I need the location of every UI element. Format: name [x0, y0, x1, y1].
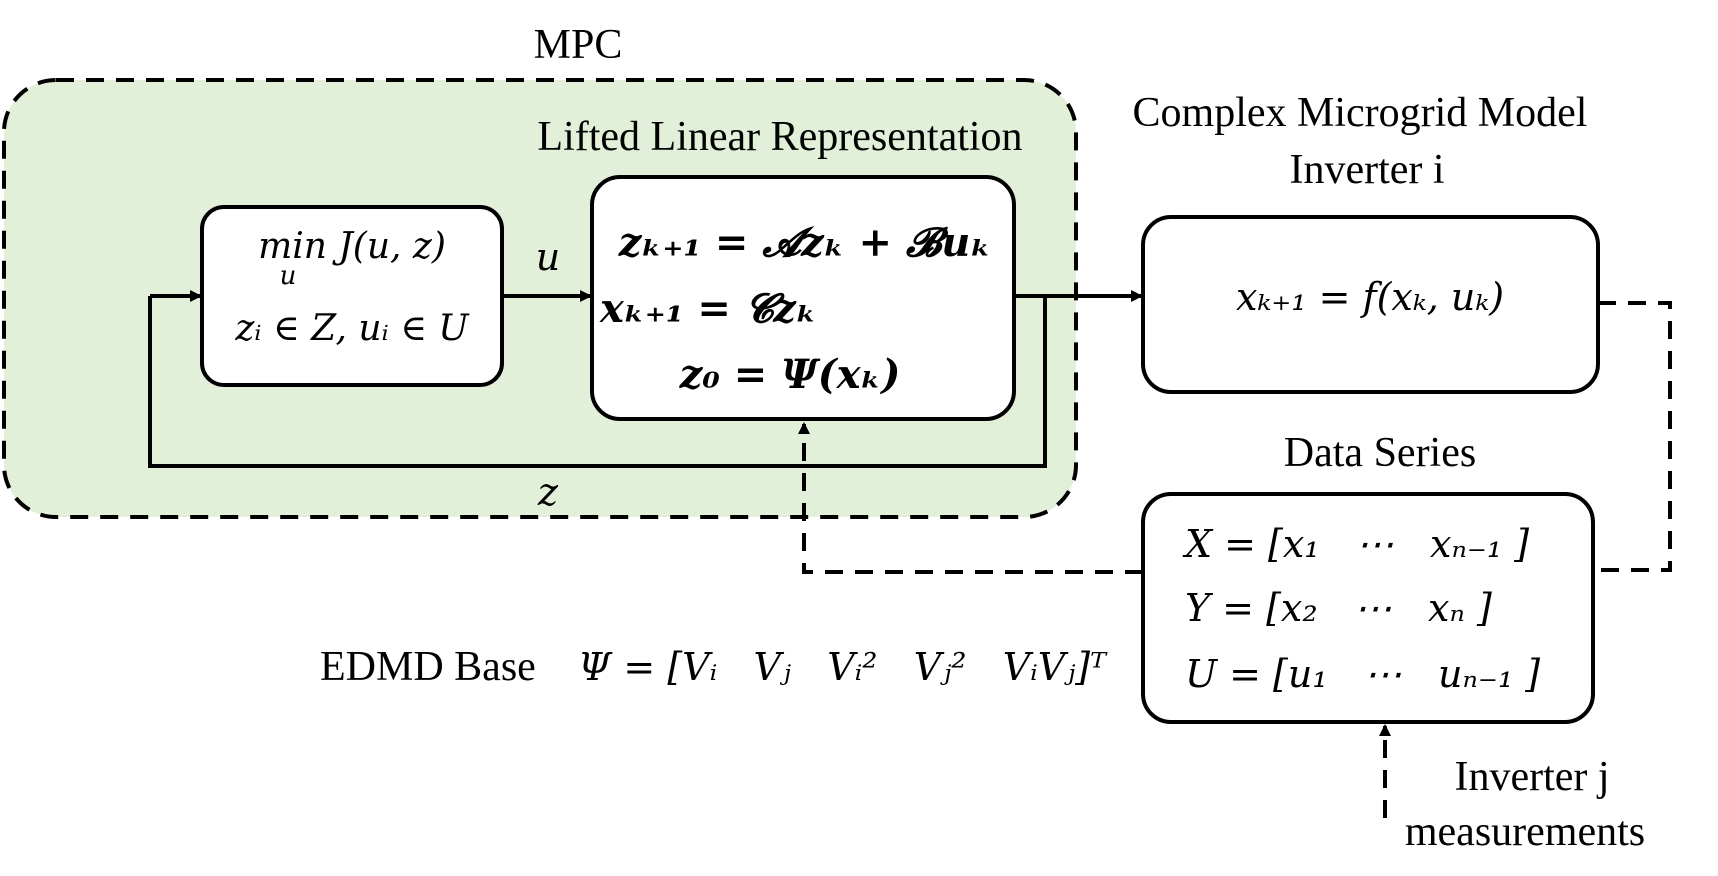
edmd-basis: Ψ = [Vᵢ Vⱼ Vᵢ² Vⱼ² VᵢVⱼ]ᵀ	[578, 645, 1108, 689]
optimizer-objective-sub: u	[280, 261, 297, 291]
plant-to-data-dashed	[1593, 301, 1672, 572]
signal-z-label: z	[537, 470, 559, 514]
model-title-line2: Inverter i	[1289, 147, 1444, 193]
inverter-j-line1: Inverter j	[1454, 754, 1609, 800]
inverter-j-line2: measurements	[1405, 809, 1645, 855]
data-matrix-y: Y = [x₂ ⋯ xₙ ]	[1185, 586, 1492, 630]
data-matrix-x: X = [x₁ ⋯ xₙ₋₁ ]	[1182, 522, 1529, 566]
lifted-title: Lifted Linear Representation	[537, 114, 1022, 160]
data-to-lifted-dashed	[798, 422, 1143, 574]
model-title-line1: Complex Microgrid Model	[1133, 90, 1588, 136]
edmd-label: EDMD Base	[320, 644, 536, 690]
optimizer-objective: min J(u, z)	[258, 226, 446, 267]
data-series-block	[1141, 492, 1595, 724]
z-feedback-line	[148, 294, 1047, 468]
lifted-eq-1: zₖ₊₁ = 𝓐zₖ + 𝓑uₖ	[618, 219, 992, 266]
lifted-eq-2: xₖ₊₁ = 𝓒zₖ	[599, 285, 817, 332]
optimizer-constraints: zᵢ ∈ Z, uᵢ ∈ U	[234, 308, 470, 349]
mpc-title: MPC	[534, 22, 623, 68]
data-series-title: Data Series	[1284, 430, 1476, 476]
data-matrix-u: U = [u₁ ⋯ uₙ₋₁ ]	[1185, 652, 1540, 696]
lifted-eq-3: z₀ = Ψ(xₖ)	[679, 351, 901, 398]
plant-equation: xₖ₊₁ = f(xₖ, uₖ)	[1236, 275, 1504, 319]
signal-u-label: u	[536, 235, 560, 279]
